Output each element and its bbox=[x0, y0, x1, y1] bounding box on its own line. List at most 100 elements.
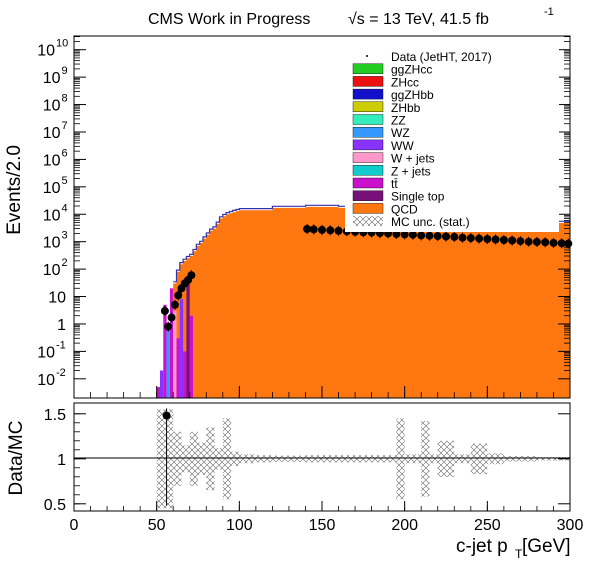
data-point bbox=[309, 225, 318, 234]
uncertainty-band-bin bbox=[206, 427, 215, 491]
legend-swatch bbox=[352, 152, 384, 163]
y-axis-label: Events/2.0 bbox=[4, 145, 25, 235]
y-tick-base: 10 bbox=[37, 344, 55, 361]
legend-label: tt̄ bbox=[391, 177, 398, 191]
legend-entry: WZ bbox=[352, 126, 410, 140]
legend-entry: ZHbb bbox=[352, 101, 421, 115]
legend-swatch bbox=[352, 190, 384, 201]
y-tick-label: 10 -2 bbox=[37, 367, 66, 389]
legend-entry: W + jets bbox=[352, 152, 435, 166]
y-tick-base: 10 bbox=[37, 372, 55, 389]
y-tick-exponent: 8 bbox=[62, 93, 68, 105]
legend-swatch bbox=[352, 177, 384, 189]
background-spike bbox=[163, 304, 167, 398]
legend-label: WZ bbox=[391, 126, 410, 140]
uncertainty-band-bin bbox=[429, 454, 438, 464]
legend-entry: ZHcc bbox=[352, 75, 419, 89]
y-tick-exponent: 3 bbox=[62, 230, 68, 242]
legend-label: Single top bbox=[391, 190, 445, 204]
plot-title: CMS Work in Progress bbox=[148, 11, 310, 28]
legend-label: MC unc. (stat.) bbox=[391, 215, 470, 229]
uncertainty-band-bin bbox=[487, 453, 504, 465]
x-tick-label: 50 bbox=[148, 517, 166, 534]
uncertainty-band-bin bbox=[189, 431, 198, 486]
legend-entry: WW bbox=[352, 139, 414, 153]
ratio-point bbox=[162, 411, 171, 420]
data-point bbox=[170, 300, 179, 309]
data-point bbox=[524, 237, 533, 246]
background-spike bbox=[189, 315, 193, 398]
legend-entry: ggZHcc bbox=[352, 63, 432, 77]
uncertainty-band-bin bbox=[404, 454, 422, 464]
legend-label: WW bbox=[391, 139, 414, 153]
data-point bbox=[425, 231, 434, 240]
legend-label: ggZHcc bbox=[391, 63, 432, 77]
legend-label: ggZHbb bbox=[391, 88, 434, 102]
legend-swatch bbox=[352, 165, 384, 176]
legend-swatch bbox=[352, 203, 384, 214]
uncertainty-band-bin bbox=[255, 455, 273, 463]
y-tick-label: 10 -1 bbox=[37, 339, 66, 361]
uncertainty-band-bin bbox=[421, 421, 430, 497]
legend-label: ZHbb bbox=[391, 101, 421, 115]
ratio-axis-label: Data/MC bbox=[6, 421, 27, 496]
legend-swatch bbox=[352, 63, 384, 74]
uncertainty-band-bin bbox=[454, 454, 471, 464]
data-point bbox=[408, 230, 417, 239]
data-point bbox=[187, 271, 196, 280]
background-spike bbox=[173, 310, 177, 398]
ratio-data-points bbox=[162, 408, 171, 506]
uncertainty-band-bin bbox=[239, 454, 256, 464]
x-axis-label: c-jet p T [GeV] bbox=[456, 536, 571, 561]
data-point bbox=[167, 313, 176, 322]
y-tick-exponent: 7 bbox=[62, 120, 68, 132]
uncertainty-band-bin bbox=[231, 451, 240, 466]
uncertainty-band-bin bbox=[272, 455, 306, 462]
y-tick-label: 10 4 bbox=[43, 202, 68, 224]
legend-label: ZHcc bbox=[391, 75, 419, 89]
legend-swatch bbox=[352, 126, 384, 138]
legend: Data (JetHT, 2017)ggZHccZHccggZHbbZHbbZZ… bbox=[345, 44, 559, 232]
uncertainty-band-bin bbox=[396, 418, 405, 500]
legend-swatch bbox=[352, 76, 384, 87]
legend-label: QCD bbox=[391, 202, 418, 216]
x-axis-ticks: 0 50 100 150 200 250 300 bbox=[70, 386, 583, 534]
y-tick-label: 10 7 bbox=[43, 120, 68, 142]
data-point bbox=[475, 234, 484, 243]
y-tick-base: 10 bbox=[43, 98, 61, 115]
data-point bbox=[160, 306, 169, 315]
data-point bbox=[499, 236, 508, 244]
uncertainty-band-bin bbox=[437, 440, 455, 477]
uncertainty-band-bin bbox=[222, 418, 232, 500]
y-tick-exponent: 2 bbox=[62, 257, 68, 269]
y-tick-base: 10 bbox=[43, 180, 61, 197]
data-point bbox=[532, 237, 541, 246]
data-point bbox=[433, 232, 442, 241]
data-point bbox=[450, 232, 459, 241]
legend-label: W + jets bbox=[391, 152, 435, 166]
data-point bbox=[318, 225, 326, 234]
data-points bbox=[160, 224, 573, 332]
uncertainty-band-bin bbox=[338, 455, 372, 463]
y-tick-label: 10 6 bbox=[43, 147, 68, 169]
y-tick-label: 10 2 bbox=[43, 257, 68, 279]
data-point bbox=[491, 235, 500, 244]
legend-swatch bbox=[352, 114, 384, 125]
y-tick-exponent: 4 bbox=[62, 202, 68, 214]
background-spike bbox=[156, 387, 160, 398]
data-point bbox=[549, 238, 558, 247]
uncertainty-band-bin bbox=[214, 448, 223, 470]
x-tick-label: 100 bbox=[226, 517, 253, 534]
uncertainty-band-bin bbox=[173, 431, 182, 486]
mc-uncertainty-band bbox=[156, 409, 571, 509]
x-axis-label-main: c-jet p bbox=[456, 536, 508, 557]
data-point bbox=[564, 239, 573, 248]
background-spike bbox=[166, 324, 170, 398]
legend-label: Z + jets bbox=[391, 164, 431, 178]
y-tick-base: 10 bbox=[43, 125, 61, 142]
data-point bbox=[303, 225, 312, 233]
legend-marker bbox=[366, 55, 368, 57]
